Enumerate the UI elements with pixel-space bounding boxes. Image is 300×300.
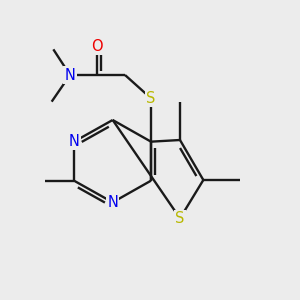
Text: S: S bbox=[146, 91, 156, 106]
Text: O: O bbox=[91, 39, 103, 54]
Text: S: S bbox=[175, 211, 185, 226]
Text: N: N bbox=[69, 134, 80, 149]
Text: N: N bbox=[64, 68, 75, 82]
Text: N: N bbox=[107, 195, 118, 210]
